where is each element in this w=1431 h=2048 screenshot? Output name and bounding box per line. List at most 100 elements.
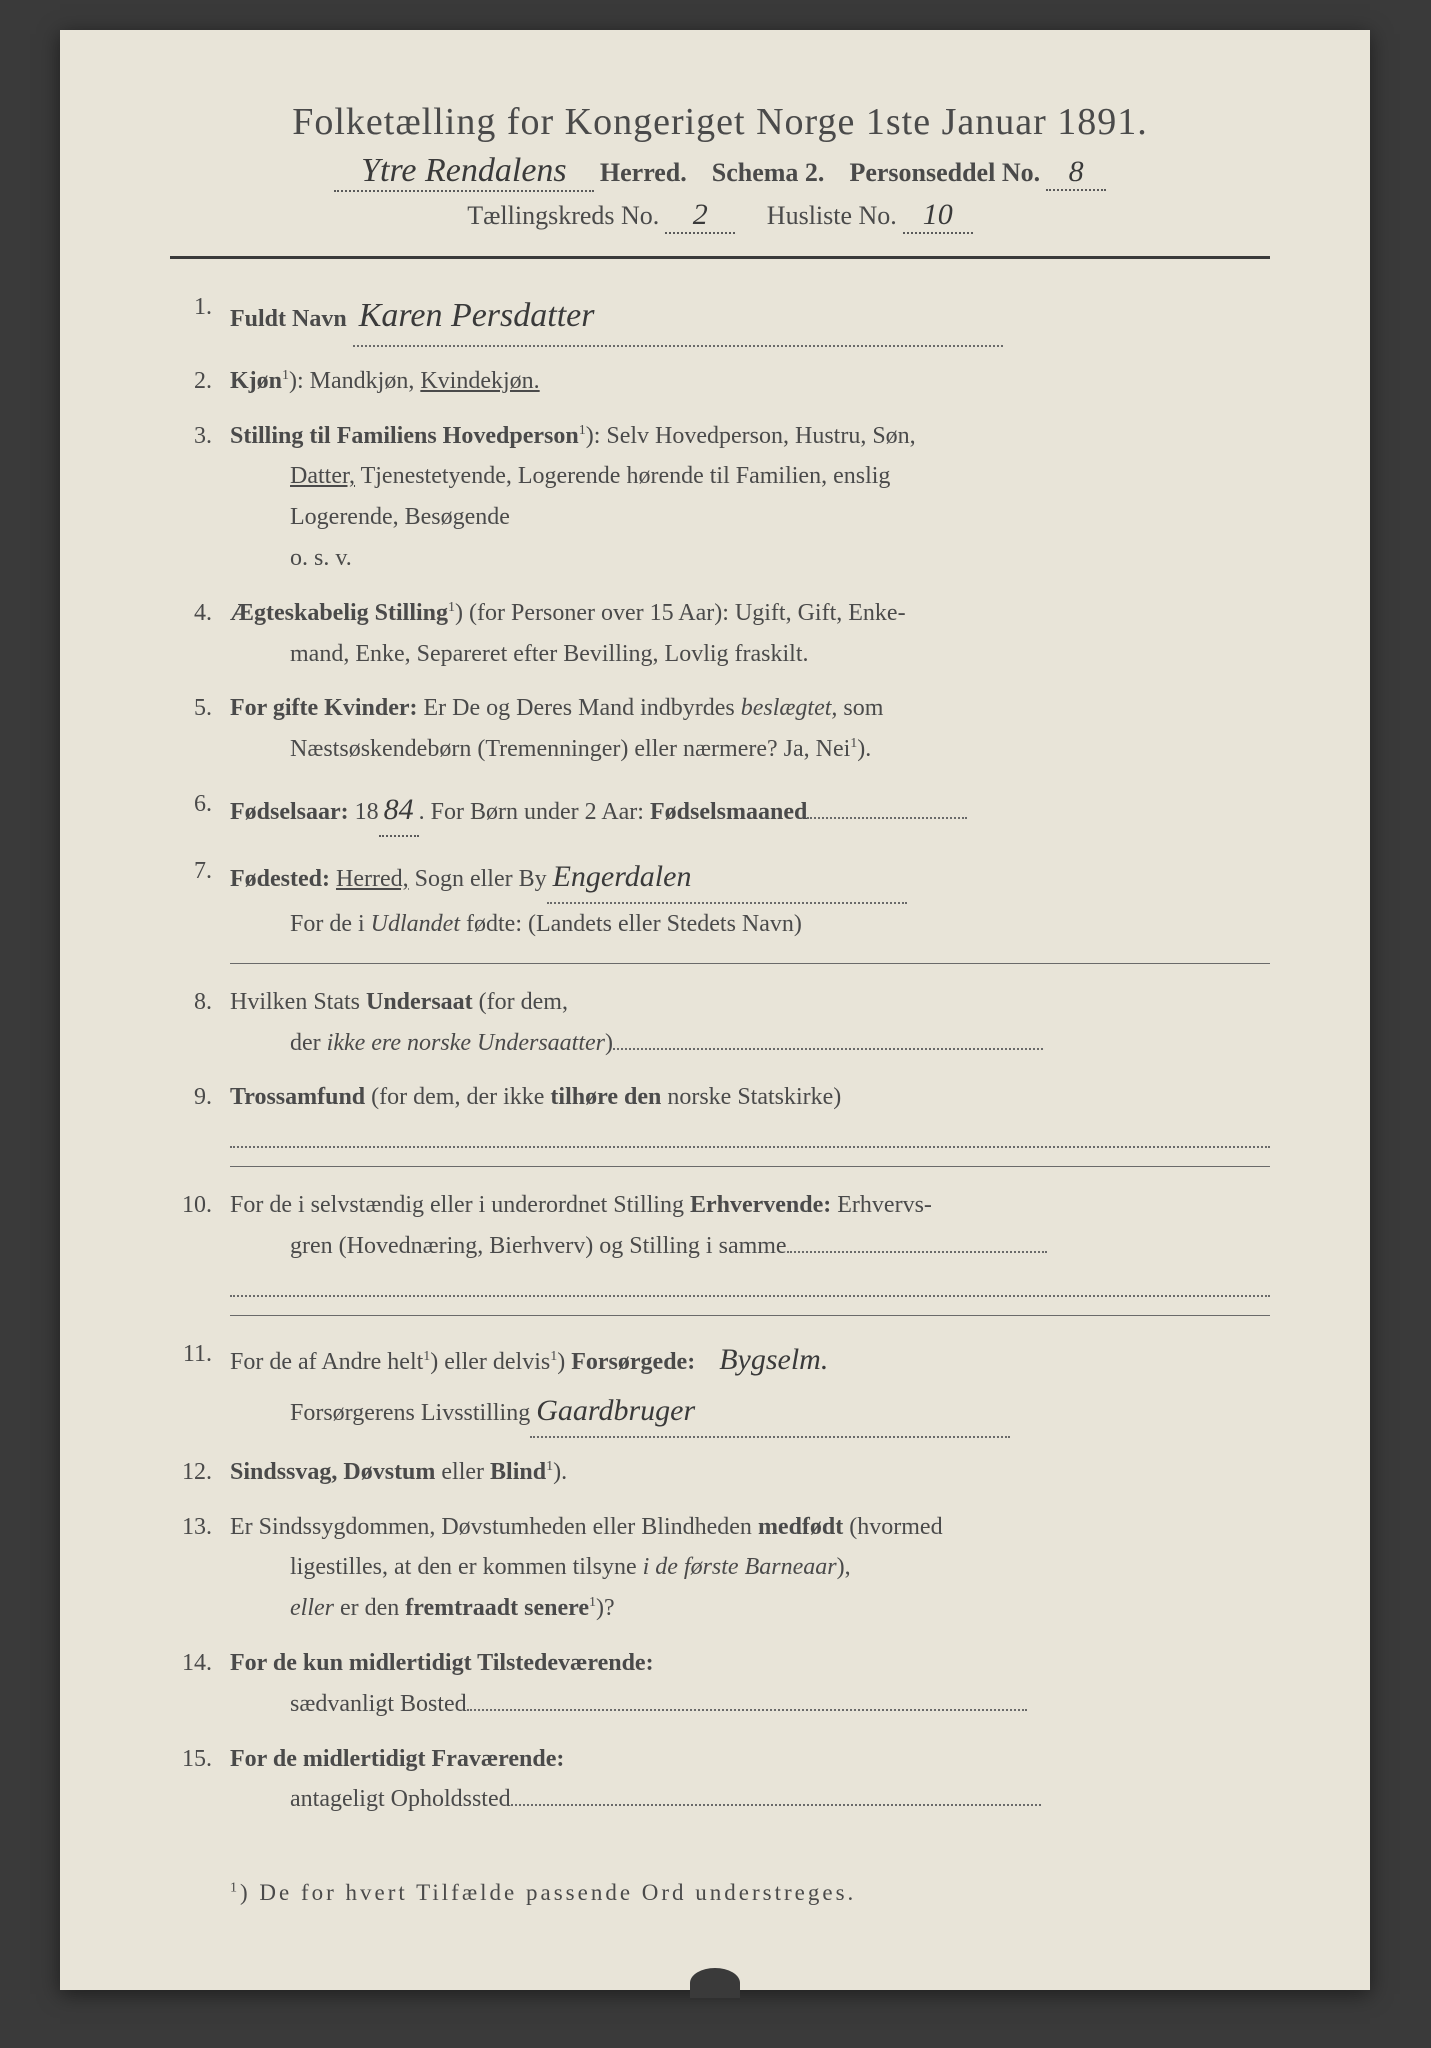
item-4-num: 4. <box>170 593 230 675</box>
item-3-under: Datter, <box>290 463 355 489</box>
item-11: 11. For de af Andre helt1) eller delvis1… <box>170 1334 1270 1438</box>
item-10-blank2 <box>230 1273 1270 1297</box>
item-5-text1b: som <box>837 695 883 721</box>
item-2-under: Kvindekjøn. <box>420 368 539 394</box>
item-2-text: ): Mandkjøn, <box>289 368 420 394</box>
item-7-hand: Engerdalen <box>547 851 907 904</box>
husliste-label: Husliste No. <box>767 201 897 231</box>
item-2-num: 2. <box>170 361 230 402</box>
item-10-num: 10. <box>170 1185 230 1297</box>
item-10-blank1 <box>787 1251 1047 1253</box>
item-12-bold2: Blind <box>490 1459 546 1485</box>
item-8-text1: Hvilken Stats <box>230 989 366 1015</box>
item-14-num: 14. <box>170 1643 230 1725</box>
item-6-label: Fødselsaar: <box>230 799 349 825</box>
item-5: 5. For gifte Kvinder: Er De og Deres Man… <box>170 688 1270 770</box>
form-title: Folketælling for Kongeriget Norge 1ste J… <box>170 100 1270 144</box>
item-5-text1: Er De og Deres Mand indbyrdes <box>418 695 741 721</box>
item-6-text2: . For Børn under 2 Aar: <box>419 799 650 825</box>
item-7-ital: Udlandet <box>371 911 460 937</box>
item-6-label2: Fødselsmaaned <box>650 799 807 825</box>
item-4: 4. Ægteskabelig Stilling1) (for Personer… <box>170 593 1270 675</box>
item-8-num: 8. <box>170 982 230 1064</box>
item-8-blank <box>613 1048 1043 1050</box>
item-11-hand2: Gaardbruger <box>530 1385 1010 1438</box>
item-10-text3: gren (Hovednæring, Bierhverv) og Stillin… <box>290 1233 787 1259</box>
footnote-text: ) De for hvert Tilfælde passende Ord und… <box>240 1880 856 1905</box>
item-1-num: 1. <box>170 287 230 347</box>
item-11-hand1: Bygselm. <box>719 1343 828 1376</box>
personseddel-label: Personseddel No. <box>849 158 1040 188</box>
item-6-num: 6. <box>170 784 230 837</box>
item-10: 10. For de i selvstændig eller i underor… <box>170 1185 1270 1297</box>
item-7: 7. Fødested: Herred, Sogn eller ByEngerd… <box>170 851 1270 945</box>
item-14: 14. For de kun midlertidigt Tilstedevære… <box>170 1643 1270 1725</box>
item-6: 6. Fødselsaar: 1884. For Børn under 2 Aa… <box>170 784 1270 837</box>
item-15-num: 15. <box>170 1739 230 1821</box>
item-4-text1: ) (for Personer over 15 Aar): Ugift, Gif… <box>455 600 906 626</box>
item-7-num: 7. <box>170 851 230 945</box>
item-4-text2: mand, Enke, Separeret efter Bevilling, L… <box>230 634 1270 675</box>
divider-2 <box>230 1166 1270 1167</box>
divider-top <box>170 256 1270 259</box>
item-5-text2b: ). <box>857 736 871 762</box>
item-8-text3: der <box>290 1030 327 1056</box>
item-13-num: 13. <box>170 1507 230 1629</box>
item-3-sup: 1 <box>579 423 586 438</box>
item-11-text1: For de af Andre helt <box>230 1349 423 1375</box>
item-11-num: 11. <box>170 1334 230 1438</box>
item-13-text2: (hvormed <box>843 1514 942 1540</box>
taellingskreds-no: 2 <box>665 198 735 234</box>
item-11-text3: ) <box>557 1349 571 1375</box>
item-13-ital: i de første Barneaar <box>643 1554 837 1580</box>
footnote-sup: 1 <box>230 1880 240 1895</box>
item-9-text: (for dem, der ikke <box>365 1084 550 1110</box>
item-7-text2: For de i <box>290 911 371 937</box>
item-15-text: antageligt Opholdssted <box>290 1786 511 1812</box>
husliste-no: 10 <box>903 198 973 234</box>
item-2: 2. Kjøn1): Mandkjøn, Kvindekjøn. <box>170 361 1270 402</box>
item-12-num: 12. <box>170 1452 230 1493</box>
item-13: 13. Er Sindssygdommen, Døvstumheden elle… <box>170 1507 1270 1629</box>
item-8-ital: ikke ere norske Undersaatter <box>327 1030 605 1056</box>
item-13-text5: er den <box>334 1595 405 1621</box>
item-11-text4: Forsørgerens Livsstilling <box>290 1400 530 1426</box>
item-13-bold2: fremtraadt senere <box>405 1595 589 1621</box>
census-form-page: Folketælling for Kongeriget Norge 1ste J… <box>60 30 1370 1990</box>
item-9-bold: Trossamfund <box>230 1084 365 1110</box>
item-9: 9. Trossamfund (for dem, der ikke tilhør… <box>170 1077 1270 1148</box>
item-7-text1: Sogn eller By <box>409 866 547 892</box>
item-9-bold2: tilhøre den <box>550 1084 661 1110</box>
item-9-text2: norske Statskirke) <box>661 1084 841 1110</box>
personseddel-no: 8 <box>1046 155 1106 191</box>
schema-label: Schema 2. <box>712 158 825 188</box>
item-6-prefix: 18 <box>349 799 379 825</box>
item-14-blank <box>467 1709 1027 1711</box>
item-3-label: Stilling til Familiens Hovedperson <box>230 423 579 449</box>
item-14-bold: For de kun midlertidigt Tilstedeværende: <box>230 1650 654 1676</box>
item-8-bold1: Undersaat <box>366 989 473 1015</box>
item-6-blank <box>807 817 967 819</box>
item-13-text4: ), <box>837 1554 851 1580</box>
item-4-sup: 1 <box>448 600 455 615</box>
herred-label: Herred. <box>600 158 687 188</box>
item-5-ital1: beslægtet, <box>741 695 838 721</box>
item-13-bold1: medfødt <box>758 1514 843 1540</box>
item-3-line4: o. s. v. <box>230 538 1270 579</box>
item-10-text1: For de i selvstændig eller i underordnet… <box>230 1192 690 1218</box>
subheader-line-1: Ytre Rendalens Herred. Schema 2. Persons… <box>170 152 1270 192</box>
item-15: 15. For de midlertidigt Fraværende: anta… <box>170 1739 1270 1821</box>
item-1-value: Karen Persdatter <box>353 287 1003 347</box>
item-7-label: Fødested: <box>230 866 330 892</box>
taellingskreds-label: Tællingskreds No. <box>467 201 659 231</box>
item-3-num: 3. <box>170 416 230 579</box>
item-7-under: Herred, <box>336 866 409 892</box>
item-7-text3: fødte: (Landets eller Stedets Navn) <box>460 911 802 937</box>
item-3: 3. Stilling til Familiens Hovedperson1):… <box>170 416 1270 579</box>
item-9-num: 9. <box>170 1077 230 1148</box>
item-9-blank <box>230 1124 1270 1148</box>
item-14-text: sædvanligt Bosted <box>290 1691 467 1717</box>
item-13-text6: )? <box>596 1595 615 1621</box>
item-1-label: Fuldt Navn <box>230 306 347 332</box>
item-6-year: 84 <box>379 784 419 837</box>
